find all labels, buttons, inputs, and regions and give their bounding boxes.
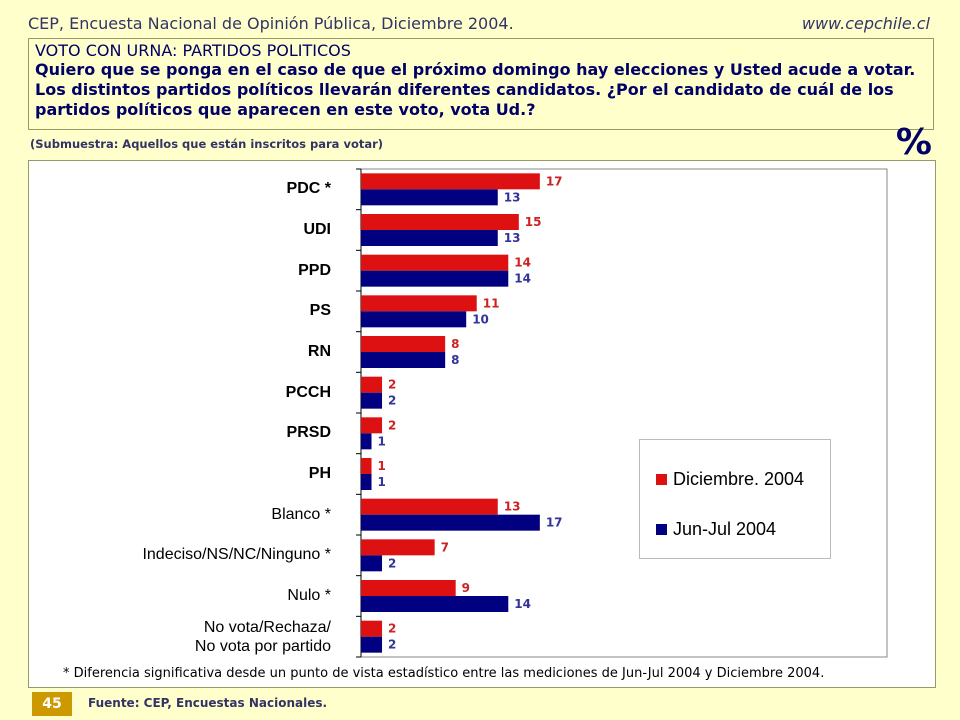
- category-label: PS: [309, 302, 331, 320]
- bar-junjul2004: [361, 555, 383, 572]
- legend-item-dic2004: Diciembre. 2004: [656, 468, 804, 490]
- data-label-dic2004: 17: [546, 174, 563, 188]
- bar-dic2004: [361, 173, 540, 190]
- data-label-junjul2004: 13: [504, 190, 521, 204]
- bar-junjul2004: [361, 636, 383, 653]
- category-label: PCCH: [285, 383, 331, 401]
- category-label: PDC *: [286, 180, 331, 198]
- category-label: UDI: [303, 221, 331, 238]
- bar-junjul2004: [361, 270, 509, 287]
- data-label-dic2004: 15: [525, 215, 542, 229]
- bar-dic2004: [361, 214, 519, 230]
- bar-dic2004: [361, 458, 372, 474]
- data-label-junjul2004: 13: [504, 231, 521, 245]
- header-website-link[interactable]: www.cepchile.cl: [801, 14, 930, 33]
- bar-dic2004: [361, 539, 435, 556]
- bar-dic2004: [361, 580, 456, 596]
- legend-item-junjul2004: Jun-Jul 2004: [656, 518, 776, 540]
- data-label-junjul2004: 1: [378, 475, 386, 489]
- bar-junjul2004: [361, 189, 498, 206]
- data-label-dic2004: 14: [514, 256, 531, 270]
- header-survey-title: CEP, Encuesta Nacional de Opinión Públic…: [28, 14, 514, 33]
- bar-dic2004: [361, 295, 477, 312]
- data-label-junjul2004: 2: [388, 394, 396, 408]
- subsample-note: (Submuestra: Aquellos que están inscrito…: [30, 137, 384, 151]
- category-label: Nulo *: [287, 587, 331, 604]
- bar-junjul2004: [361, 474, 372, 490]
- category-label: Blanco *: [271, 505, 331, 523]
- data-label-junjul2004: 1: [378, 434, 386, 448]
- category-label: PPD: [298, 261, 331, 279]
- bar-dic2004: [361, 498, 498, 515]
- data-label-dic2004: 13: [504, 500, 521, 514]
- bar-junjul2004: [361, 433, 372, 450]
- bar-junjul2004: [361, 596, 509, 612]
- data-label-junjul2004: 2: [388, 638, 396, 652]
- bar-junjul2004: [361, 392, 383, 409]
- percent-sign: %: [895, 122, 932, 163]
- legend-label-junjul2004: Jun-Jul 2004: [673, 518, 777, 539]
- category-label: RN: [307, 343, 331, 360]
- bar-dic2004: [361, 417, 383, 434]
- data-label-dic2004: 11: [483, 296, 500, 310]
- bar-dic2004: [361, 376, 383, 393]
- question-text: Quiero que se ponga en el caso de que el…: [35, 60, 916, 119]
- legend-label-dic2004: Diciembre. 2004: [673, 468, 805, 489]
- question-box: VOTO CON URNA: PARTIDOS POLITICOS Quiero…: [28, 38, 934, 130]
- data-label-dic2004: 2: [388, 378, 396, 392]
- data-label-dic2004: 8: [451, 337, 459, 351]
- category-label: PRSD: [286, 424, 331, 442]
- data-label-junjul2004: 14: [514, 597, 531, 611]
- category-label: No vota/Rechaza/No vota por partido: [194, 618, 331, 655]
- bar-dic2004: [361, 336, 446, 352]
- chart-panel: PDC * UDI PPD PS RN PCCH PRSD PH Blanco * Indecis…: [28, 160, 936, 688]
- legend: Diciembre. 2004 Jun-Jul 2004: [639, 439, 831, 559]
- question-title: VOTO CON URNA: PARTIDOS POLITICOS: [35, 41, 351, 60]
- footnote: * Diferencia significativa desde un punt…: [63, 666, 825, 681]
- bar-junjul2004: [361, 514, 540, 531]
- data-label-dic2004: 2: [388, 418, 396, 432]
- legend-swatch-junjul2004: [656, 523, 667, 535]
- data-label-dic2004: 2: [388, 622, 396, 636]
- bar-junjul2004: [361, 230, 498, 246]
- data-label-junjul2004: 2: [388, 556, 396, 570]
- data-label-dic2004: 7: [441, 540, 449, 554]
- legend-swatch-dic2004: [656, 473, 667, 485]
- category-label: Indeciso/NS/NC/Ninguno *: [142, 546, 331, 564]
- bar-dic2004: [361, 254, 509, 271]
- data-label-junjul2004: 14: [514, 272, 531, 286]
- page-number: 45: [32, 692, 72, 716]
- data-label-dic2004: 9: [462, 581, 470, 595]
- source-note: Fuente: CEP, Encuestas Nacionales.: [88, 696, 328, 710]
- category-label: PH: [308, 465, 331, 482]
- bar-junjul2004: [361, 311, 467, 328]
- data-label-junjul2004: 10: [472, 312, 489, 326]
- data-label-junjul2004: 8: [451, 353, 459, 367]
- data-label-dic2004: 1: [378, 459, 386, 473]
- bar-junjul2004: [361, 352, 446, 368]
- data-label-junjul2004: 17: [546, 516, 563, 530]
- bar-dic2004: [361, 620, 383, 637]
